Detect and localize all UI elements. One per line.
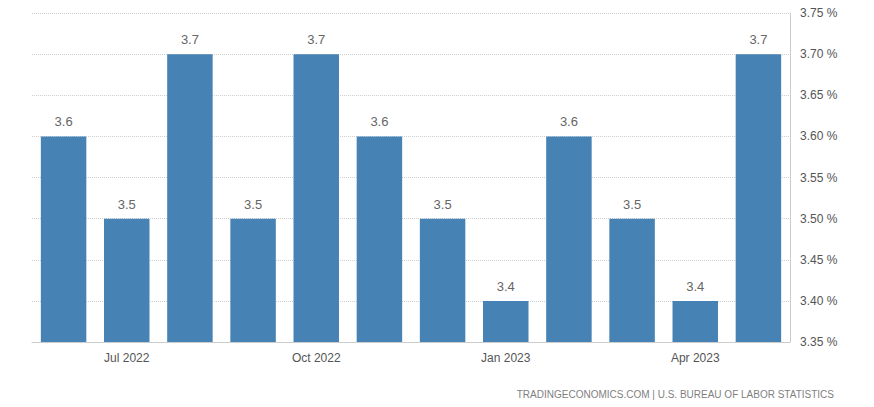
svg-text:3.45 %: 3.45 % — [800, 253, 838, 267]
svg-text:3.5: 3.5 — [434, 197, 452, 212]
svg-text:3.50 %: 3.50 % — [800, 212, 838, 226]
svg-text:Apr 2023: Apr 2023 — [671, 351, 720, 365]
svg-text:3.55 %: 3.55 % — [800, 171, 838, 185]
svg-text:3.6: 3.6 — [560, 114, 578, 129]
svg-text:Jul 2022: Jul 2022 — [104, 351, 150, 365]
svg-text:3.60 %: 3.60 % — [800, 129, 838, 143]
svg-text:3.7: 3.7 — [181, 32, 199, 47]
svg-text:3.75 %: 3.75 % — [800, 6, 838, 20]
svg-text:3.35 %: 3.35 % — [800, 335, 838, 349]
svg-text:3.40 %: 3.40 % — [800, 294, 838, 308]
svg-text:3.6: 3.6 — [370, 114, 388, 129]
svg-text:3.5: 3.5 — [623, 197, 641, 212]
svg-text:3.6: 3.6 — [55, 114, 73, 129]
svg-text:3.7: 3.7 — [307, 32, 325, 47]
svg-text:3.4: 3.4 — [686, 279, 704, 294]
svg-text:3.5: 3.5 — [118, 197, 136, 212]
svg-text:3.4: 3.4 — [497, 279, 515, 294]
svg-text:3.7: 3.7 — [749, 32, 767, 47]
svg-text:3.65 %: 3.65 % — [800, 88, 838, 102]
svg-text:TRADINGECONOMICS.COM | U.S. BU: TRADINGECONOMICS.COM | U.S. BUREAU OF LA… — [517, 389, 835, 400]
svg-text:Jan 2023: Jan 2023 — [481, 351, 531, 365]
svg-text:3.5: 3.5 — [244, 197, 262, 212]
svg-text:3.70 %: 3.70 % — [800, 47, 838, 61]
svg-text:Oct 2022: Oct 2022 — [292, 351, 341, 365]
